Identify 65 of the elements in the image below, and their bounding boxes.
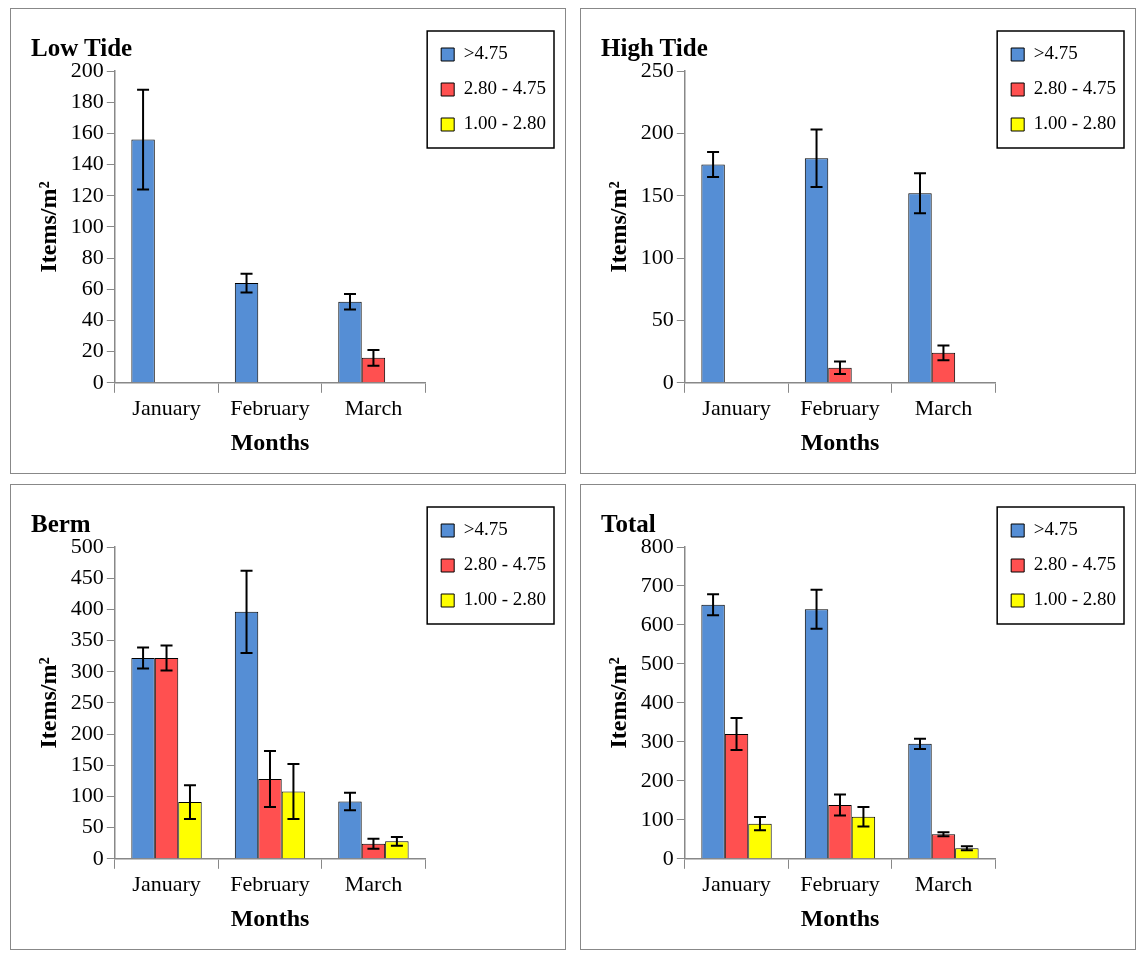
y-tick-label: 40 bbox=[81, 306, 104, 332]
legend-label: 1.00 - 2.80 bbox=[1033, 112, 1116, 134]
x-tick-label: March bbox=[344, 870, 403, 896]
y-tick-label: 0 bbox=[92, 844, 104, 870]
x-tick-label: March bbox=[344, 394, 403, 420]
y-tick-label: 50 bbox=[651, 306, 674, 332]
y-tick-label: 200 bbox=[640, 766, 674, 792]
y-tick-label: 50 bbox=[81, 813, 104, 839]
y-tick-label: 150 bbox=[640, 181, 674, 207]
x-tick-label: January bbox=[132, 394, 201, 420]
y-tick-label: 300 bbox=[640, 727, 674, 753]
y-tick-label: 400 bbox=[640, 688, 674, 714]
y-tick-label: 140 bbox=[70, 150, 104, 176]
x-tick-label: February bbox=[800, 394, 880, 420]
y-tick-label: 0 bbox=[662, 368, 674, 394]
y-axis-title: Items/m² bbox=[604, 657, 631, 749]
legend-label: 1.00 - 2.80 bbox=[1033, 588, 1116, 610]
y-tick-label: 150 bbox=[70, 751, 104, 777]
y-tick-label: 160 bbox=[70, 119, 104, 145]
y-tick-label: 300 bbox=[70, 657, 104, 683]
x-tick-label: February bbox=[230, 394, 310, 420]
y-axis-title: Items/m² bbox=[34, 657, 61, 749]
x-tick-label: March bbox=[914, 394, 973, 420]
legend-label: 2.80 - 4.75 bbox=[1033, 77, 1116, 99]
y-tick-label: 60 bbox=[81, 275, 104, 301]
y-tick-label: 100 bbox=[70, 212, 104, 238]
x-tick-label: March bbox=[914, 870, 973, 896]
legend-label: >4.75 bbox=[463, 518, 508, 540]
y-tick-label: 100 bbox=[70, 782, 104, 808]
y-tick-label: 200 bbox=[70, 719, 104, 745]
y-tick-label: 450 bbox=[70, 563, 104, 589]
legend-label: >4.75 bbox=[463, 42, 508, 64]
x-axis-title: Months bbox=[230, 904, 310, 931]
legend-label: >4.75 bbox=[1033, 518, 1078, 540]
legend-label: 1.00 - 2.80 bbox=[463, 112, 546, 134]
legend-label: 1.00 - 2.80 bbox=[463, 588, 546, 610]
legend-label: >4.75 bbox=[1033, 42, 1078, 64]
x-axis-title: Months bbox=[230, 428, 310, 455]
y-tick-label: 180 bbox=[70, 87, 104, 113]
x-axis-title: Months bbox=[800, 428, 880, 455]
x-tick-label: January bbox=[702, 394, 771, 420]
y-tick-label: 250 bbox=[70, 688, 104, 714]
y-tick-label: 500 bbox=[640, 649, 674, 675]
y-tick-label: 350 bbox=[70, 626, 104, 652]
y-tick-label: 400 bbox=[70, 595, 104, 621]
x-axis-title: Months bbox=[800, 904, 880, 931]
y-tick-label: 200 bbox=[640, 119, 674, 145]
y-axis-title: Items/m² bbox=[34, 181, 61, 273]
y-tick-label: 100 bbox=[640, 243, 674, 269]
x-tick-label: January bbox=[132, 870, 201, 896]
y-tick-label: 120 bbox=[70, 181, 104, 207]
y-tick-label: 600 bbox=[640, 610, 674, 636]
y-tick-label: 100 bbox=[640, 805, 674, 831]
legend-label: 2.80 - 4.75 bbox=[463, 77, 546, 99]
y-tick-label: 80 bbox=[81, 243, 104, 269]
legend-label: 2.80 - 4.75 bbox=[1033, 553, 1116, 575]
x-tick-label: February bbox=[800, 870, 880, 896]
legend-label: 2.80 - 4.75 bbox=[463, 553, 546, 575]
x-tick-label: February bbox=[230, 870, 310, 896]
y-tick-label: 20 bbox=[81, 337, 104, 363]
y-axis-title: Items/m² bbox=[604, 181, 631, 273]
x-tick-label: January bbox=[702, 870, 771, 896]
y-tick-label: 0 bbox=[662, 844, 674, 870]
y-tick-label: 700 bbox=[640, 571, 674, 597]
y-tick-label: 0 bbox=[92, 368, 104, 394]
